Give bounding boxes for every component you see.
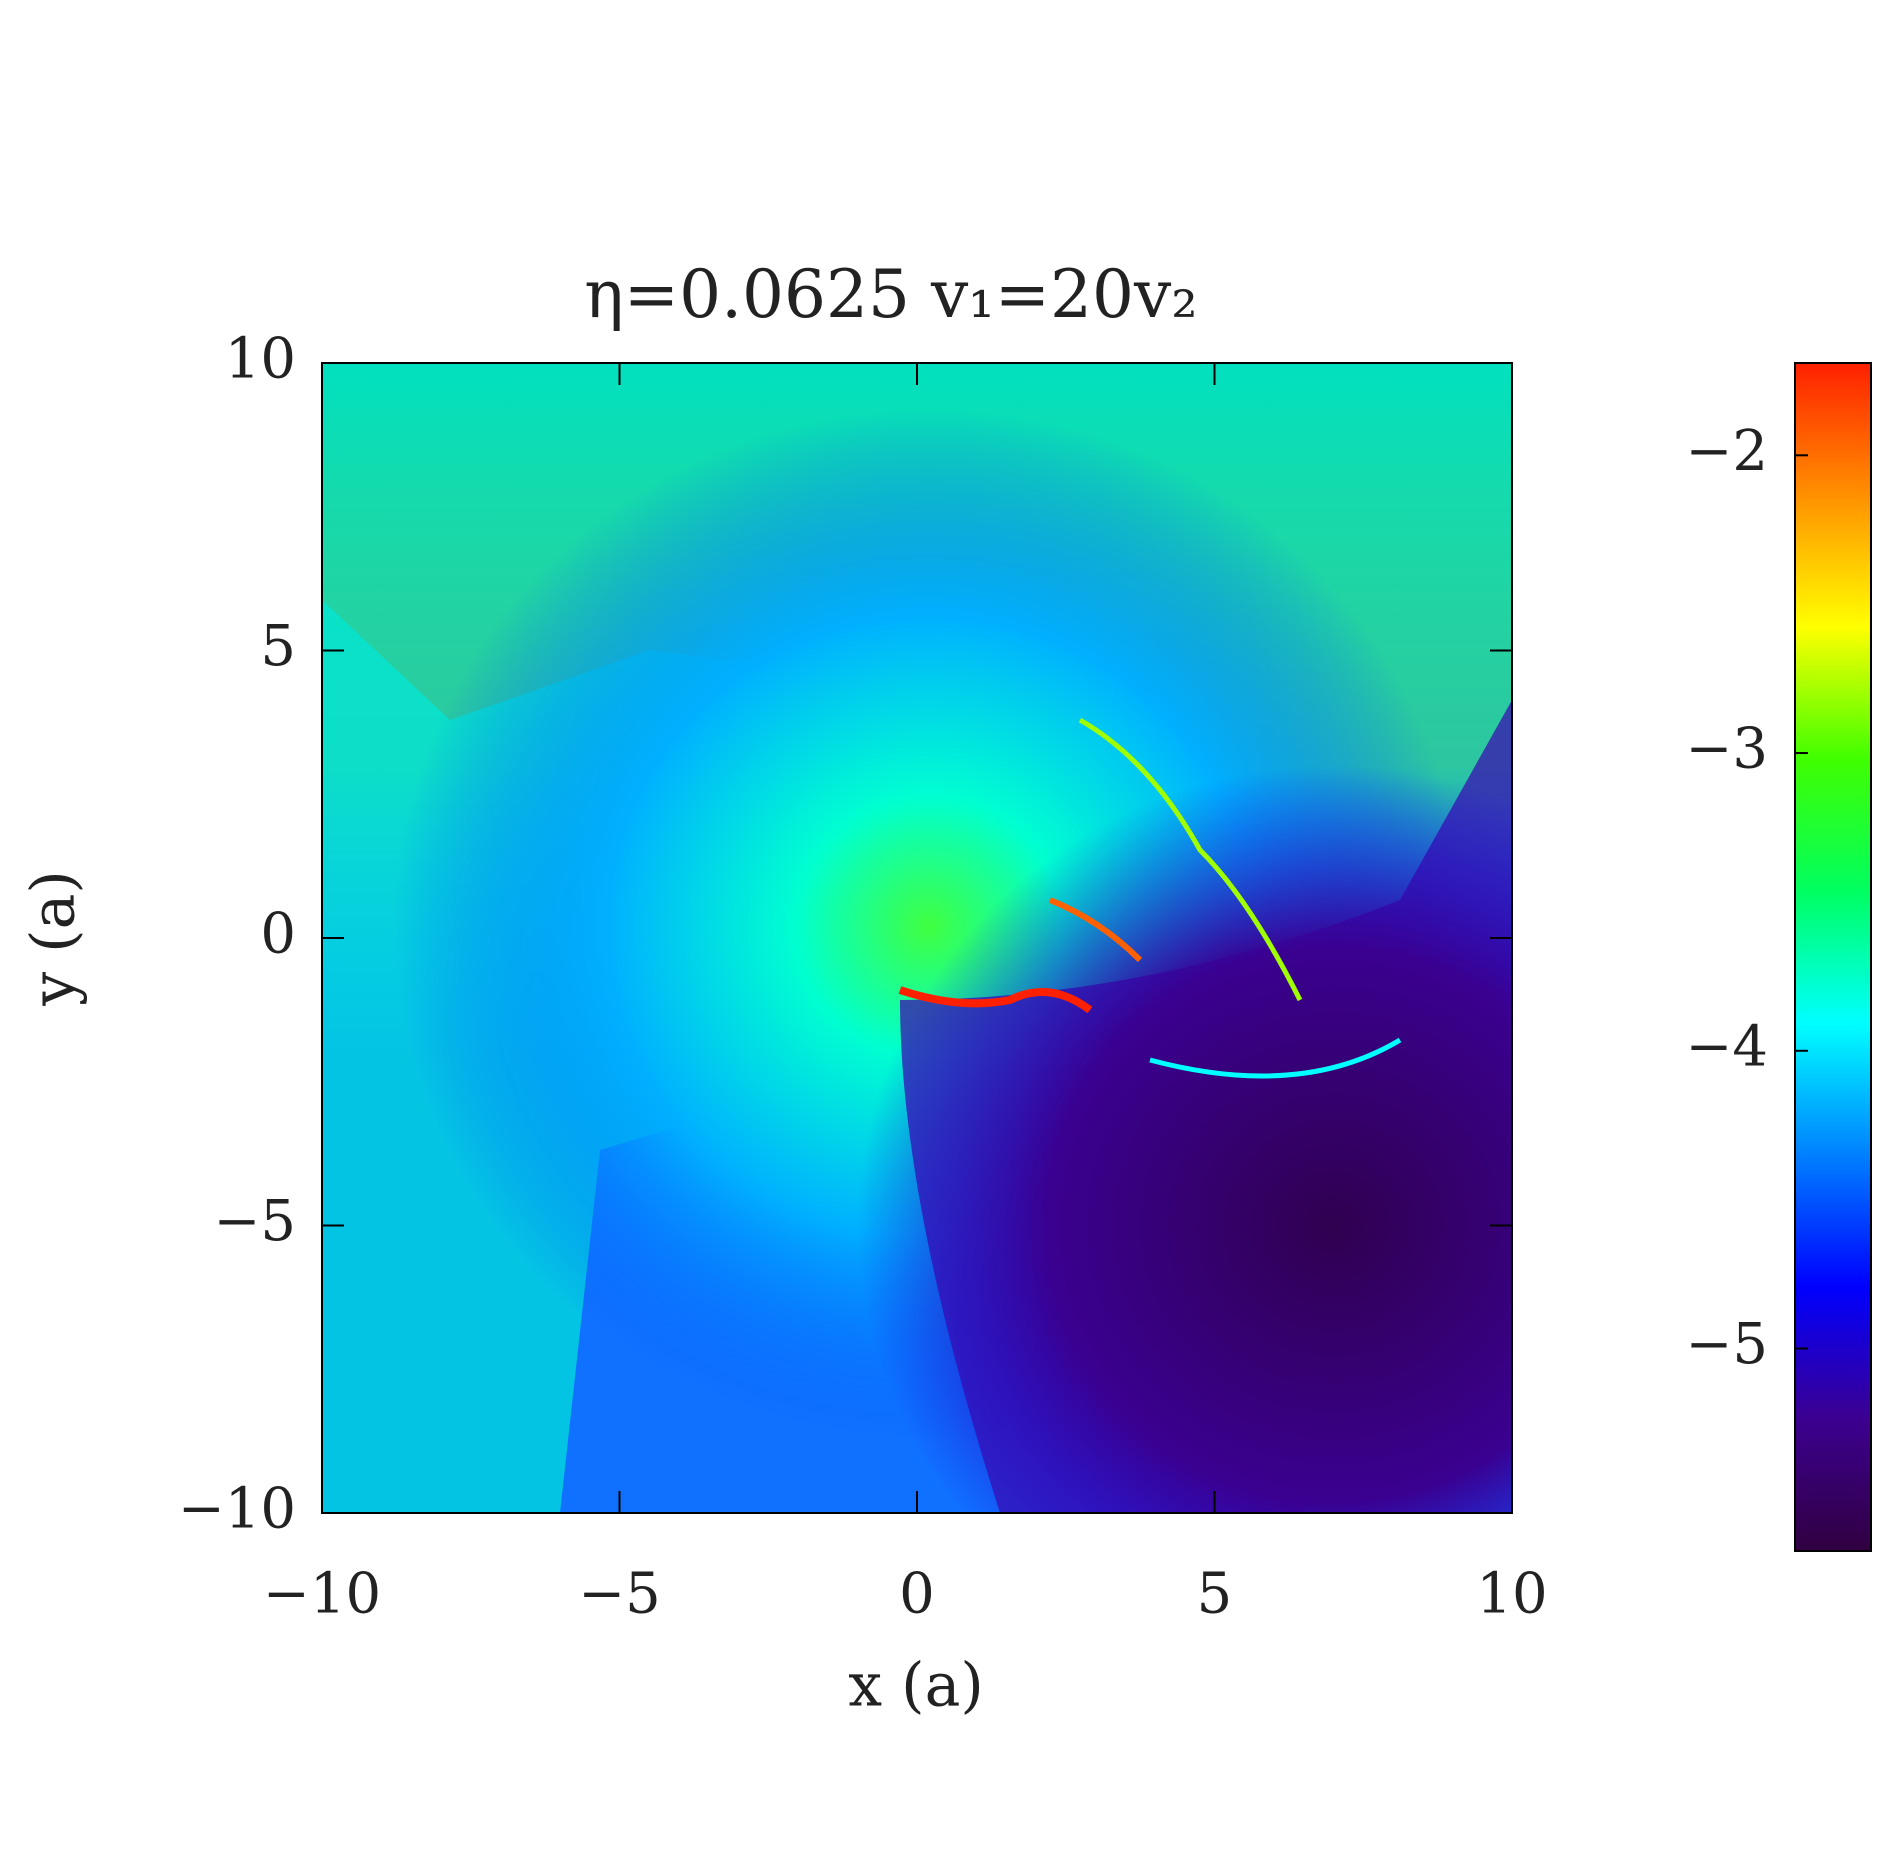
colorbar-tick-label: −3 [1685,717,1768,782]
y-tick-label: −10 [178,1477,296,1542]
colorbar-tick-label: −4 [1685,1014,1768,1079]
y-axis-label: y (a) [19,870,89,1007]
heatmap-image [322,363,1512,1513]
y-tick-label: 0 [260,902,296,967]
colorbar-tick-label: −5 [1685,1312,1768,1377]
chart-title: η=0.0625 v₁=20v₂ [584,256,1198,333]
x-tick-label: 5 [1197,1562,1233,1627]
x-tick-label: −5 [578,1562,661,1627]
y-tick-label: 5 [260,614,296,679]
x-tick-label: −10 [263,1562,381,1627]
x-axis-label: x (a) [848,1651,984,1721]
x-tick-label: 0 [899,1562,935,1627]
colorbar-tick-label: −2 [1685,419,1768,484]
y-tick-label: −5 [213,1189,296,1254]
x-tick-label: 10 [1476,1562,1547,1627]
colorbar [1794,362,1872,1552]
y-tick-label: 10 [225,327,296,392]
